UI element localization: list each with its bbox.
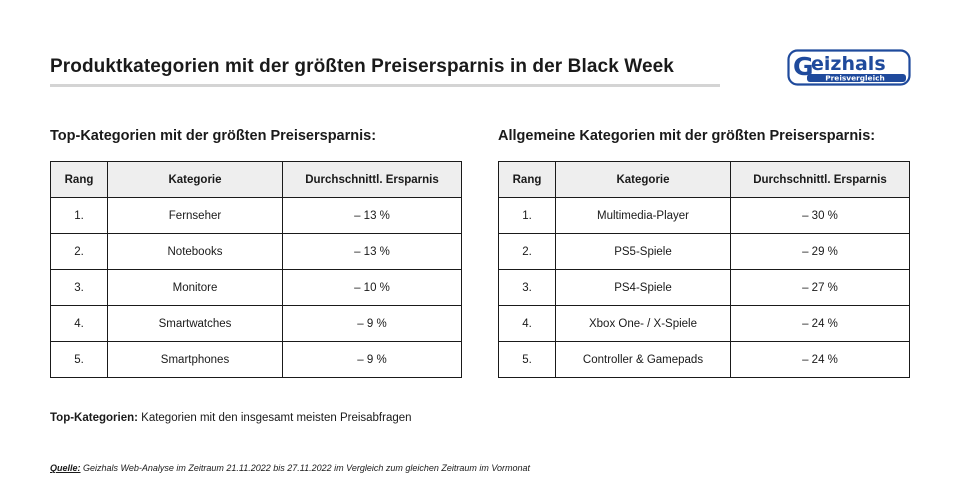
table-row: 2. PS5-Spiele – 29 % <box>498 233 910 270</box>
table-header-row: Rang Kategorie Durchschnittl. Ersparnis <box>50 161 462 198</box>
rank-cell: 1. <box>498 197 556 234</box>
footnote-text: Kategorien mit den insgesamt meisten Pre… <box>137 412 412 424</box>
rank-cell: 3. <box>50 269 108 306</box>
general-categories-table: Rang Kategorie Durchschnittl. Ersparnis … <box>498 161 910 378</box>
column-header-rank: Rang <box>498 161 556 198</box>
saving-cell: – 10 % <box>282 269 462 306</box>
geizhals-logo: G eizhals Preisvergleich <box>787 49 911 86</box>
category-cell: Fernseher <box>107 197 283 234</box>
right-section-title: Allgemeine Kategorien mit der größten Pr… <box>498 128 876 144</box>
column-header-rank: Rang <box>50 161 108 198</box>
table-header-row: Rang Kategorie Durchschnittl. Ersparnis <box>498 161 910 198</box>
page-title: Produktkategorien mit der größten Preise… <box>50 56 674 77</box>
rank-cell: 4. <box>498 305 556 342</box>
saving-cell: – 9 % <box>282 341 462 378</box>
rank-cell: 4. <box>50 305 108 342</box>
rank-cell: 2. <box>50 233 108 270</box>
category-cell: PS5-Spiele <box>555 233 731 270</box>
geizhals-logo-graphic: G eizhals Preisvergleich <box>787 49 911 86</box>
table-row: 2. Notebooks – 13 % <box>50 233 462 270</box>
source-line: Quelle: Geizhals Web-Analyse im Zeitraum… <box>50 463 530 473</box>
category-cell: Multimedia-Player <box>555 197 731 234</box>
category-cell: Smartwatches <box>107 305 283 342</box>
column-header-category: Kategorie <box>107 161 283 198</box>
rank-cell: 2. <box>498 233 556 270</box>
rank-cell: 1. <box>50 197 108 234</box>
saving-cell: – 13 % <box>282 233 462 270</box>
category-cell: Monitore <box>107 269 283 306</box>
saving-cell: – 30 % <box>730 197 910 234</box>
rank-cell: 5. <box>50 341 108 378</box>
column-header-saving: Durchschnittl. Ersparnis <box>282 161 462 198</box>
svg-text:Preisvergleich: Preisvergleich <box>825 74 885 83</box>
title-underline <box>50 84 720 87</box>
svg-text:G: G <box>793 52 814 81</box>
table-row: 5. Smartphones – 9 % <box>50 341 462 378</box>
table-row: 1. Multimedia-Player – 30 % <box>498 197 910 234</box>
source-label: Quelle: <box>50 463 81 473</box>
category-cell: Smartphones <box>107 341 283 378</box>
source-text: Geizhals Web-Analyse im Zeitraum 21.11.2… <box>80 463 531 473</box>
table-row: 3. Monitore – 10 % <box>50 269 462 306</box>
category-cell: Notebooks <box>107 233 283 270</box>
saving-cell: – 24 % <box>730 341 910 378</box>
table-row: 4. Smartwatches – 9 % <box>50 305 462 342</box>
footnote-label: Top-Kategorien: <box>50 412 138 424</box>
table-row: 4. Xbox One- / X-Spiele – 24 % <box>498 305 910 342</box>
category-cell: Controller & Gamepads <box>555 341 731 378</box>
rank-cell: 5. <box>498 341 556 378</box>
table-row: 1. Fernseher – 13 % <box>50 197 462 234</box>
column-header-category: Kategorie <box>555 161 731 198</box>
rank-cell: 3. <box>498 269 556 306</box>
top-categories-table: Rang Kategorie Durchschnittl. Ersparnis … <box>50 161 462 378</box>
category-cell: Xbox One- / X-Spiele <box>555 305 731 342</box>
saving-cell: – 13 % <box>282 197 462 234</box>
category-cell: PS4-Spiele <box>555 269 731 306</box>
left-section-title: Top-Kategorien mit der größten Preisersp… <box>50 128 377 144</box>
saving-cell: – 29 % <box>730 233 910 270</box>
saving-cell: – 27 % <box>730 269 910 306</box>
column-header-saving: Durchschnittl. Ersparnis <box>730 161 910 198</box>
footnote: Top-Kategorien: Kategorien mit den insge… <box>50 412 412 424</box>
saving-cell: – 9 % <box>282 305 462 342</box>
table-row: 5. Controller & Gamepads – 24 % <box>498 341 910 378</box>
saving-cell: – 24 % <box>730 305 910 342</box>
svg-text:eizhals: eizhals <box>811 53 886 75</box>
table-row: 3. PS4-Spiele – 27 % <box>498 269 910 306</box>
